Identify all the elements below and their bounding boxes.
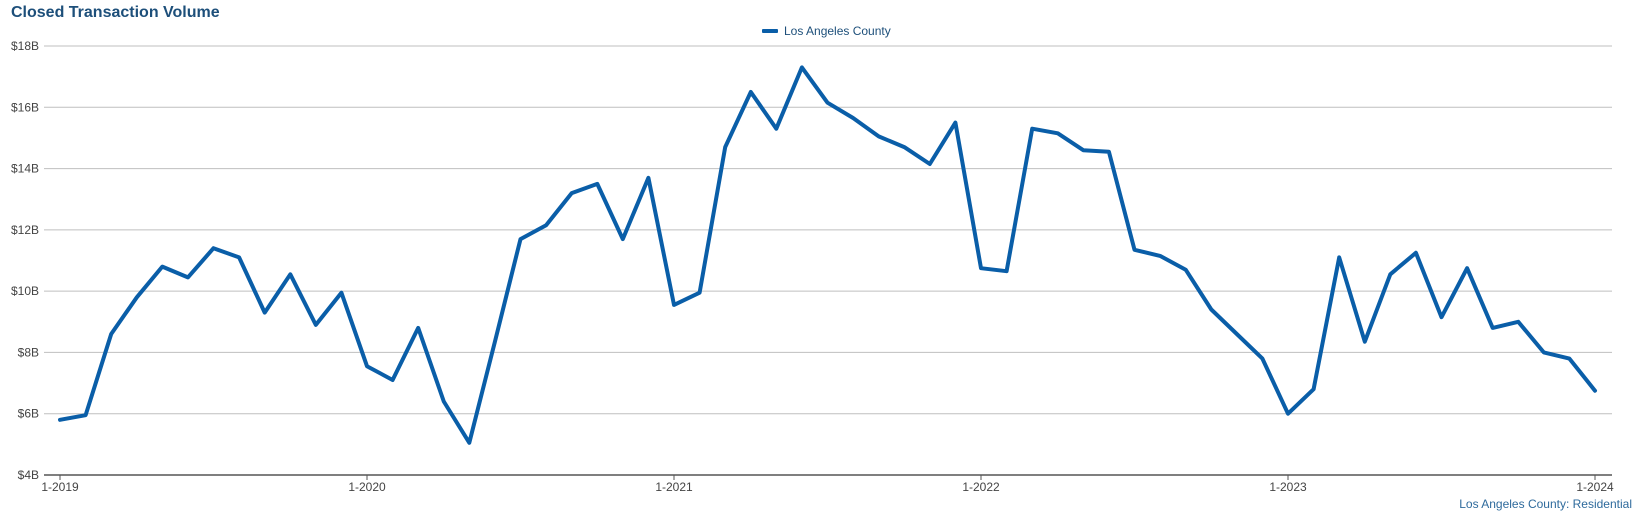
y-tick-label: $8B (18, 345, 39, 359)
chart-footer: Los Angeles County: Residential (1459, 497, 1632, 511)
y-tick-label: $14B (11, 162, 39, 176)
y-tick-label: $16B (11, 100, 39, 114)
y-tick-label: $4B (18, 468, 39, 482)
x-tick-label: 1-2019 (41, 480, 79, 494)
x-axis: 1-2019 1-2020 1-2021 1-2022 1-2023 1-2024 (41, 474, 1614, 494)
y-tick-label: $10B (11, 284, 39, 298)
x-tick-label: 1-2020 (348, 480, 386, 494)
gridlines (44, 45, 1612, 415)
y-tick-label: $18B (11, 39, 39, 53)
y-axis: $4B $6B $8B $10B $12B $14B $16B $18B (11, 39, 39, 482)
x-tick-label: 1-2022 (962, 480, 1000, 494)
series-group (58, 65, 1597, 445)
x-tick-label: 1-2023 (1269, 480, 1307, 494)
legend-swatch (762, 29, 778, 33)
legend[interactable]: Los Angeles County (762, 24, 891, 38)
x-tick-label: 1-2021 (655, 480, 693, 494)
x-tick-label: 1-2024 (1576, 480, 1614, 494)
y-tick-label: $6B (18, 407, 39, 421)
y-tick-label: $12B (11, 223, 39, 237)
legend-label: Los Angeles County (784, 24, 891, 38)
chart-title: Closed Transaction Volume (11, 4, 220, 21)
series-line-los-angeles-county (58, 65, 1597, 445)
